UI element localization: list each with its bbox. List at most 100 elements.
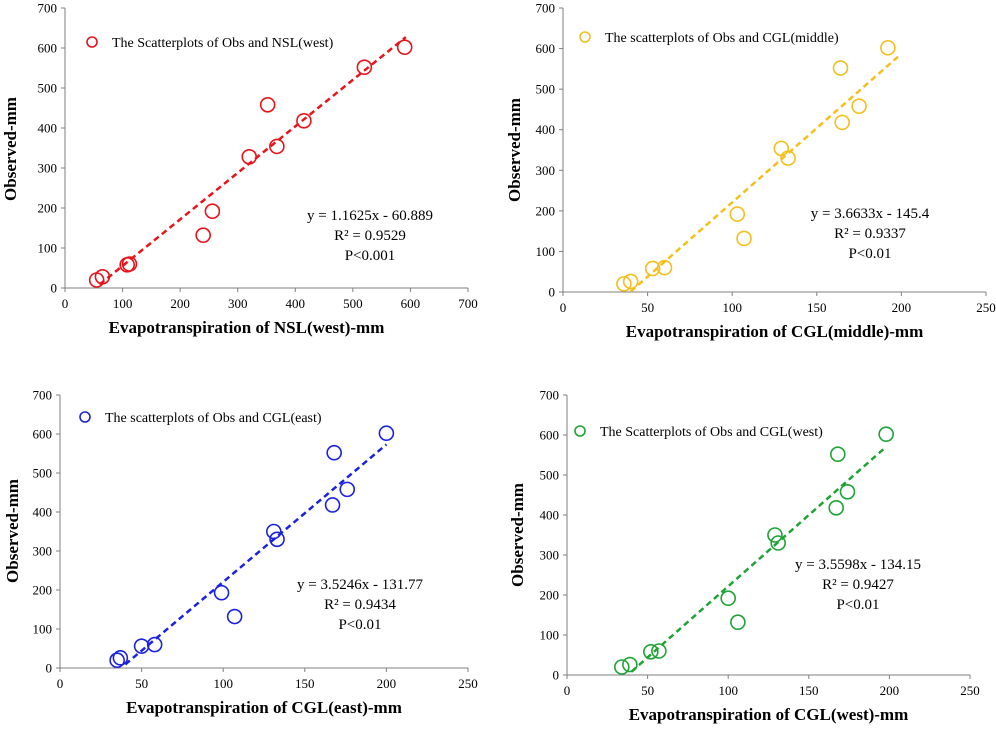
y-tick-label: 200 bbox=[38, 201, 58, 216]
data-point bbox=[339, 481, 356, 498]
data-point bbox=[241, 149, 258, 165]
y-axis-title: Observed-mm bbox=[1, 97, 20, 201]
y-tick-label: 600 bbox=[33, 427, 53, 442]
data-point bbox=[112, 650, 129, 666]
x-tick-label: 150 bbox=[799, 683, 819, 698]
y-tick-label: 0 bbox=[549, 285, 556, 300]
x-tick-label: 300 bbox=[228, 296, 248, 311]
data-point bbox=[780, 150, 796, 166]
data-point bbox=[269, 138, 285, 155]
trend-line bbox=[630, 445, 888, 673]
regression-annotation: R² = 0.9434 bbox=[324, 597, 396, 613]
y-tick-label: 700 bbox=[33, 388, 53, 403]
y-tick-label: 200 bbox=[536, 203, 556, 218]
data-point bbox=[729, 206, 746, 222]
regression-annotation: R² = 0.9529 bbox=[334, 228, 406, 244]
trend-line bbox=[124, 443, 388, 666]
legend-marker bbox=[86, 36, 98, 48]
data-point bbox=[622, 656, 638, 673]
data-point bbox=[94, 268, 111, 285]
y-tick-label: 700 bbox=[536, 1, 556, 16]
y-tick-label: 600 bbox=[536, 41, 556, 56]
regression-annotation: y = 3.5246x - 131.77 bbox=[297, 577, 423, 593]
x-axis-title: Evapotranspiration of NSL(west)-mm bbox=[109, 318, 385, 337]
legend-label: The scatterplots of Obs and CGL(east) bbox=[105, 411, 322, 426]
data-point bbox=[773, 140, 790, 157]
data-point bbox=[851, 98, 867, 114]
regression-annotation: P<0.01 bbox=[836, 597, 879, 613]
data-point bbox=[651, 643, 667, 659]
data-point bbox=[195, 227, 211, 243]
y-tick-label: 0 bbox=[553, 668, 560, 683]
data-point bbox=[326, 444, 342, 461]
y-tick-label: 600 bbox=[540, 428, 560, 443]
y-tick-label: 200 bbox=[540, 588, 560, 603]
data-point bbox=[259, 97, 276, 113]
x-tick-label: 100 bbox=[718, 683, 738, 698]
data-point bbox=[296, 113, 312, 129]
legend-label: The scatterplots of Obs and CGL(middle) bbox=[605, 31, 839, 46]
y-tick-label: 500 bbox=[540, 468, 560, 483]
x-tick-label: 250 bbox=[976, 300, 996, 315]
y-tick-label: 100 bbox=[540, 628, 560, 643]
y-tick-label: 100 bbox=[38, 241, 58, 256]
data-point bbox=[121, 256, 138, 272]
data-point bbox=[720, 590, 737, 607]
data-point bbox=[109, 652, 125, 669]
data-point bbox=[146, 636, 163, 653]
x-tick-label: 250 bbox=[960, 683, 980, 698]
data-point bbox=[269, 531, 285, 548]
x-axis-title: Evapotranspiration of CGL(middle)-mm bbox=[626, 322, 924, 341]
chart-panel-2: 0 100 200 300 400 500 600 700 0 50 100 150 200 250 Eva… bbox=[505, 1, 996, 342]
y-tick-label: 500 bbox=[38, 81, 58, 96]
regression-annotation: y = 3.6633x - 145.4 bbox=[811, 206, 930, 222]
data-point bbox=[356, 59, 373, 75]
data-point bbox=[767, 527, 783, 543]
x-tick-label: 250 bbox=[458, 676, 478, 691]
x-tick-label: 150 bbox=[807, 300, 827, 315]
y-tick-label: 100 bbox=[536, 244, 556, 259]
x-axis-title: Evapotranspiration of CGL(east)-mm bbox=[126, 698, 402, 717]
data-point bbox=[770, 535, 786, 551]
data-point bbox=[616, 276, 632, 292]
data-point bbox=[730, 614, 746, 631]
x-tick-label: 200 bbox=[892, 300, 912, 315]
y-tick-label: 500 bbox=[33, 466, 53, 481]
regression-annotation: P<0.001 bbox=[345, 248, 396, 264]
chart-panel-4: 0 100 200 300 400 500 600 700 0 50 100 150 200 250 Eva… bbox=[508, 388, 980, 725]
x-tick-label: 100 bbox=[213, 676, 233, 691]
x-tick-label: 0 bbox=[564, 683, 571, 698]
data-point bbox=[644, 260, 661, 277]
y-tick-label: 0 bbox=[46, 661, 53, 676]
data-point bbox=[878, 426, 894, 443]
x-tick-label: 150 bbox=[295, 676, 315, 691]
regression-annotation: y = 1.1625x - 60.889 bbox=[307, 208, 433, 224]
y-tick-label: 500 bbox=[536, 82, 556, 97]
y-tick-label: 300 bbox=[536, 163, 556, 178]
data-point bbox=[226, 608, 243, 625]
data-point bbox=[828, 499, 845, 516]
x-tick-label: 0 bbox=[62, 296, 69, 311]
data-point bbox=[204, 203, 221, 219]
legend-marker bbox=[579, 31, 591, 43]
regression-annotation: P<0.01 bbox=[338, 617, 381, 633]
data-point bbox=[880, 39, 896, 56]
y-axis-title: Observed-mm bbox=[3, 479, 22, 583]
legend-label: The Scatterplots of Obs and CGL(west) bbox=[600, 425, 823, 440]
legend-marker bbox=[79, 411, 91, 423]
data-point bbox=[643, 643, 659, 660]
y-tick-label: 400 bbox=[540, 508, 560, 523]
y-tick-label: 400 bbox=[33, 505, 53, 520]
data-point bbox=[656, 259, 673, 276]
data-point bbox=[324, 497, 341, 513]
x-tick-label: 400 bbox=[286, 296, 306, 311]
x-tick-label: 200 bbox=[170, 296, 190, 311]
legend-label: The Scatterplots of Obs and NSL(west) bbox=[112, 36, 334, 51]
x-tick-label: 600 bbox=[401, 296, 421, 311]
data-point bbox=[614, 659, 630, 675]
x-tick-label: 0 bbox=[57, 676, 64, 691]
x-tick-label: 200 bbox=[880, 683, 900, 698]
regression-annotation: P<0.01 bbox=[848, 246, 891, 262]
y-axis-title: Observed-mm bbox=[505, 98, 524, 202]
